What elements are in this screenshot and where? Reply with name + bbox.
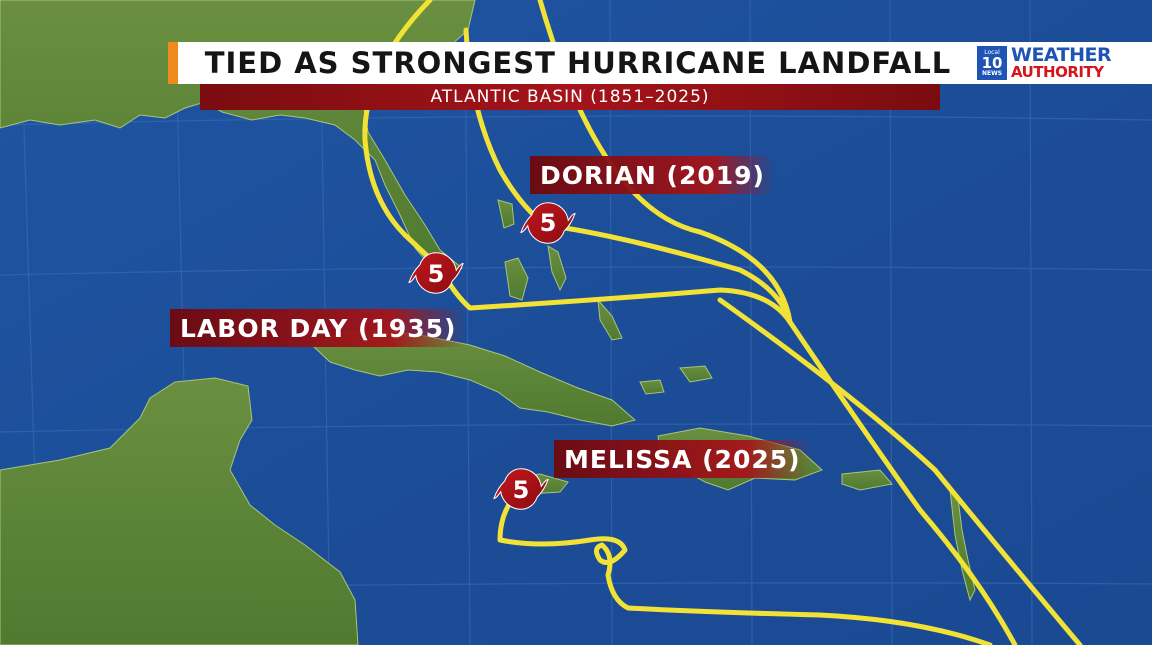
hurricane-category-melissa: 5 — [513, 476, 530, 504]
logo-weather: WEATHER — [1011, 44, 1112, 66]
subtitle-banner: ATLANTIC BASIN (1851–2025) — [200, 84, 940, 110]
storm-markers: 5 5 5 — [408, 202, 576, 510]
page-subtitle: ATLANTIC BASIN (1851–2025) — [430, 87, 710, 107]
track-labor-day — [362, 0, 1018, 645]
track-east-loop — [717, 297, 1083, 645]
storm-label-dorian[interactable]: DORIAN (2019) — [530, 156, 775, 194]
local10-logo-icon: Local 10 NEWS — [977, 46, 1007, 80]
bahamas-inagua — [679, 365, 713, 383]
hurricane-category-labor-day: 5 — [428, 260, 445, 288]
storm-label-labor-day[interactable]: LABOR DAY (1935) — [170, 309, 467, 347]
track-melissa — [497, 489, 993, 645]
bahamas-abaco — [497, 199, 515, 229]
hurricane-category-dorian: 5 — [540, 209, 557, 237]
bahamas-eleuthera — [547, 245, 567, 292]
storm-tracks — [362, 0, 1083, 645]
storm-label-melissa[interactable]: MELISSA (2025) — [554, 440, 811, 478]
bahamas-andros — [504, 257, 529, 301]
logo-authority: AUTHORITY — [1011, 63, 1104, 81]
bahamas-long — [597, 298, 623, 341]
logo-news: NEWS — [981, 69, 1003, 77]
logo-local: Local — [984, 48, 1000, 56]
track-dorian — [463, 0, 793, 325]
puerto-rico — [841, 469, 893, 491]
bahamas-turks — [639, 379, 665, 395]
logo-wordmark: WEATHER AUTHORITY — [1011, 44, 1112, 81]
central-america — [0, 377, 359, 645]
page-title: TIED AS STRONGEST HURRICANE LANDFALL — [204, 46, 952, 80]
station-logo: Local 10 NEWS WEATHER AUTHORITY — [975, 42, 1152, 84]
logo-number: 10 — [981, 53, 1003, 72]
title-banner: TIED AS STRONGEST HURRICANE LANDFALL — [168, 42, 978, 84]
